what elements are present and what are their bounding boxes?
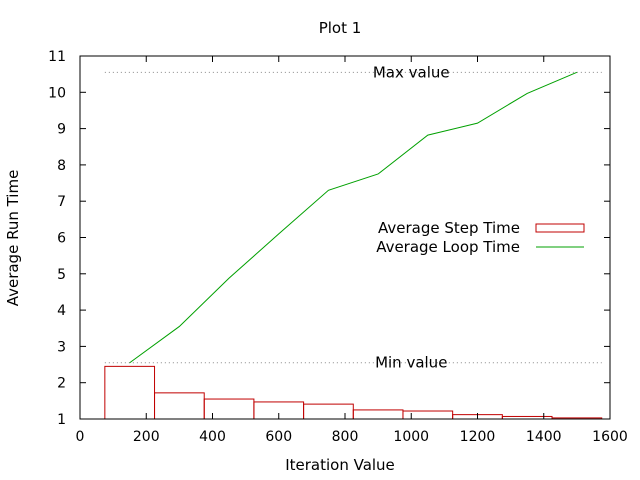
- y-tick-label: 10: [48, 85, 66, 101]
- series-line: [129, 71, 578, 364]
- x-tick-label: 1400: [526, 429, 562, 445]
- bars-layer: [104, 365, 603, 420]
- lines-layer: [129, 71, 578, 364]
- x-tick-label: 400: [199, 429, 226, 445]
- x-axis-ticks: 0 200 400 600 800 1000 1200 1400 1600: [76, 56, 628, 445]
- legend-label: Average Loop Time: [376, 238, 520, 256]
- y-tick-label: 5: [57, 267, 66, 283]
- x-tick-label: 600: [265, 429, 292, 445]
- bar: [154, 392, 205, 420]
- x-tick-label: 800: [332, 429, 359, 445]
- y-tick-label: 6: [57, 231, 66, 247]
- y-axis-title: Average Run Time: [4, 170, 22, 307]
- x-tick-label: 0: [76, 429, 85, 445]
- legend-label: Average Step Time: [378, 219, 520, 237]
- y-tick-label: 7: [57, 194, 66, 210]
- bar: [203, 398, 255, 420]
- x-tick-label: 1200: [460, 429, 496, 445]
- x-axis-title: Iteration Value: [285, 456, 395, 474]
- bar: [352, 409, 404, 420]
- bar: [104, 365, 156, 420]
- x-tick-label: 1600: [592, 429, 628, 445]
- y-axis-ticks: 1 2 3 4 5 6 7 8 9 10 11: [48, 49, 610, 428]
- y-tick-label: 1: [57, 412, 66, 428]
- annotations-layer: Max value Min value: [104, 63, 602, 372]
- y-tick-label: 4: [57, 303, 66, 319]
- y-tick-label: 9: [57, 122, 66, 138]
- bar: [402, 410, 454, 420]
- y-tick-label: 3: [57, 339, 66, 355]
- bar: [303, 403, 354, 420]
- y-tick-label: 2: [57, 376, 66, 392]
- chart-title: Plot 1: [319, 19, 362, 37]
- x-tick-label: 200: [133, 429, 160, 445]
- y-tick-label: 11: [48, 49, 66, 65]
- annotation-label: Max value: [373, 63, 450, 81]
- y-tick-label: 8: [57, 158, 66, 174]
- x-tick-label: 1000: [393, 429, 429, 445]
- plot-frame: [79, 55, 611, 420]
- annotation-label: Min value: [375, 354, 447, 372]
- legend-swatch-bar: [535, 223, 585, 233]
